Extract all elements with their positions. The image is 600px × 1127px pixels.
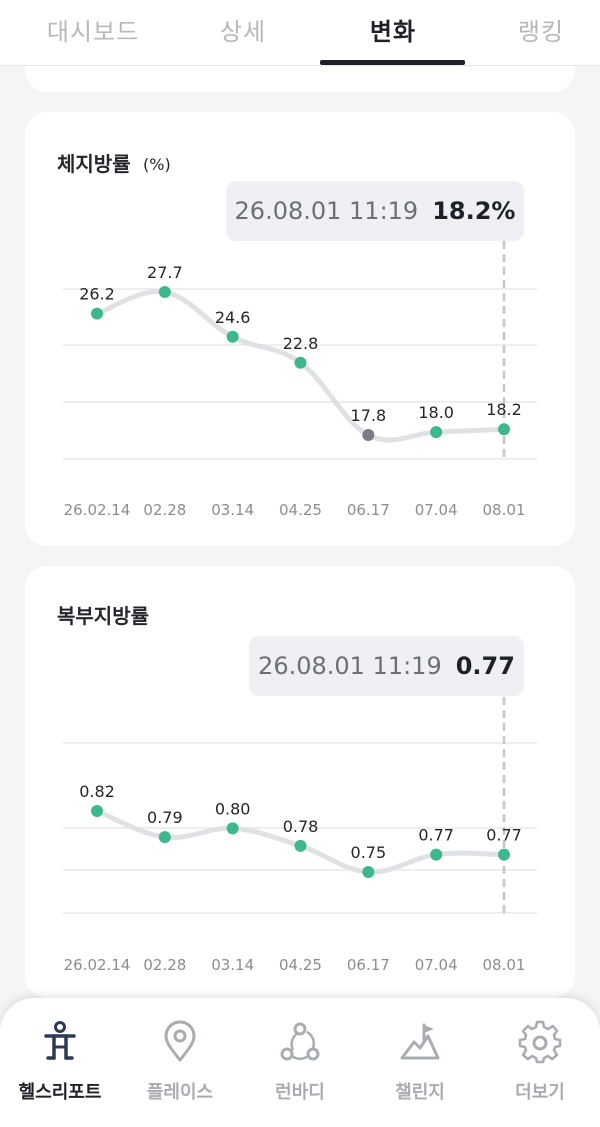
nav-label: 런바디 — [275, 1082, 325, 1103]
active-tab-indicator — [320, 60, 465, 65]
data-label: 26.2 — [79, 285, 115, 304]
abdominal-fat-card: 복부지방률 26.08.01 11:19 0.77 0.82 26.02.14 0.… — [25, 566, 575, 998]
data-label: 0.77 — [486, 826, 522, 845]
x-tick-label: 02.28 — [143, 501, 186, 519]
data-point[interactable] — [226, 330, 239, 343]
x-tick-label: 26.02.14 — [64, 501, 131, 519]
settings-gear-icon — [518, 1020, 562, 1064]
data-label: 18.2 — [486, 400, 522, 419]
x-tick-label: 03.14 — [211, 501, 254, 519]
nav-label: 플레이스 — [146, 1082, 214, 1103]
nav-health-report[interactable]: 헬스리포트 — [0, 998, 120, 1127]
place-pin-icon — [164, 1020, 196, 1062]
nav-runbody[interactable]: 런바디 — [240, 998, 360, 1127]
challenge-flag-icon — [400, 1023, 440, 1060]
card-unit: (%) — [143, 155, 171, 174]
data-label: 24.6 — [215, 308, 251, 327]
card-title: 복부지방률 — [57, 604, 149, 628]
data-point[interactable] — [362, 866, 375, 878]
card-title: 체지방률 — [57, 152, 131, 176]
x-tick-label: 08.01 — [483, 956, 526, 974]
x-tick-label: 26.02.14 — [64, 956, 131, 974]
x-tick-label: 03.14 — [211, 956, 254, 974]
data-label: 18.0 — [418, 403, 454, 422]
data-label: 27.7 — [147, 263, 183, 282]
x-tick-label: 07.04 — [415, 501, 458, 519]
nav-label: 챌린지 — [395, 1082, 445, 1103]
data-label: 0.82 — [79, 782, 115, 801]
x-tick-label: 07.04 — [415, 956, 458, 974]
data-point[interactable] — [362, 429, 375, 441]
abdominal-fat-line-chart[interactable]: 0.82 26.02.14 0.79 02.28 0.80 03.14 0.78 04.25 0… — [25, 566, 575, 998]
data-label: 22.8 — [283, 334, 319, 353]
tooltip-value: 0.77 — [455, 652, 515, 680]
data-label: 0.75 — [351, 843, 387, 862]
data-point[interactable] — [294, 839, 307, 852]
nav-more[interactable]: 더보기 — [480, 998, 600, 1127]
tab-dashboard[interactable]: 대시보드 — [46, 18, 140, 46]
data-label: 0.80 — [215, 799, 251, 818]
nav-label: 더보기 — [515, 1082, 565, 1103]
runbody-icon — [280, 1022, 320, 1061]
top-tab-bar: 대시보드 상세 변화 랭킹 — [0, 0, 600, 66]
tab-ranking[interactable]: 랭킹 — [517, 18, 565, 46]
bottom-navigation: 헬스리포트 플레이스 런바디 챌린지 더보기 — [0, 998, 600, 1127]
data-point[interactable] — [158, 286, 171, 298]
previous-card — [25, 66, 575, 92]
health-report-icon — [44, 1021, 76, 1060]
data-point[interactable] — [498, 848, 510, 861]
x-tick-label: 06.17 — [347, 956, 390, 974]
data-point[interactable] — [226, 822, 239, 835]
tooltip-date: 26.08.01 11:19 — [234, 197, 419, 225]
data-label: 0.79 — [147, 808, 183, 827]
data-label: 0.77 — [418, 826, 454, 845]
nav-place[interactable]: 플레이스 — [120, 998, 240, 1127]
data-point[interactable] — [91, 805, 103, 817]
nav-label: 헬스리포트 — [18, 1082, 102, 1103]
tab-change[interactable]: 변화 — [369, 18, 417, 46]
tooltip-date: 26.08.01 11:19 — [258, 652, 442, 680]
data-label: 0.78 — [283, 817, 319, 836]
x-tick-label: 08.01 — [483, 501, 526, 519]
data-point[interactable] — [498, 423, 510, 436]
x-tick-label: 04.25 — [279, 501, 322, 519]
data-point[interactable] — [430, 848, 443, 861]
x-tick-label: 02.28 — [143, 956, 186, 974]
body-fat-card: 체지방률 (%) 26.08.01 11:19 18.2% 26.2 26.02.… — [25, 112, 575, 546]
tab-detail[interactable]: 상세 — [219, 18, 267, 46]
data-label: 17.8 — [351, 406, 387, 425]
tooltip-value: 18.2% — [432, 197, 516, 225]
body-fat-line-chart[interactable]: 26.2 26.02.14 27.7 02.28 24.6 03.14 22.8 04.25 1… — [25, 112, 575, 546]
data-point[interactable] — [430, 426, 443, 439]
nav-challenge[interactable]: 챌린지 — [360, 998, 480, 1127]
x-tick-label: 06.17 — [347, 501, 390, 519]
data-point[interactable] — [91, 307, 103, 320]
data-point[interactable] — [294, 356, 307, 369]
value-tooltip: 26.08.01 11:19 18.2% — [226, 181, 524, 241]
x-tick-label: 04.25 — [279, 956, 322, 974]
data-point[interactable] — [158, 831, 171, 844]
value-tooltip: 26.08.01 11:19 0.77 — [249, 636, 524, 696]
